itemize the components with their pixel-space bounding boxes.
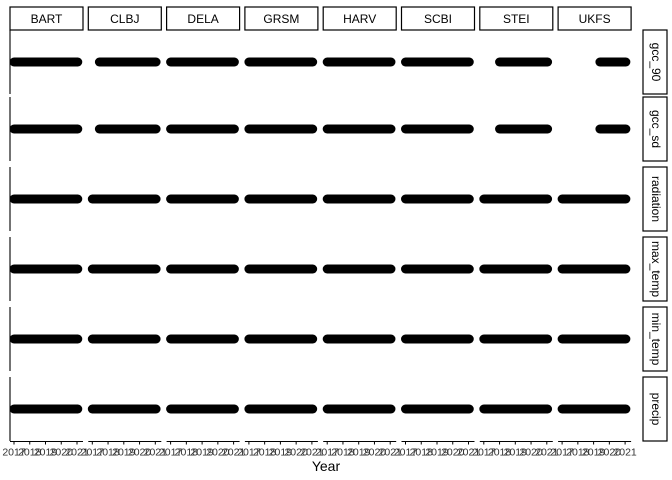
variable-strip xyxy=(642,29,668,95)
x-tick-label: 2017 xyxy=(2,447,26,459)
x-tick-label: 2019 xyxy=(269,447,293,459)
variable-strip-label: precip xyxy=(649,393,663,426)
x-tick-label: 2019 xyxy=(347,447,371,459)
x-tick-label: 2017 xyxy=(394,447,418,459)
x-tick-label: 2017 xyxy=(81,447,105,459)
x-tick-label: 2021 xyxy=(222,447,246,459)
site-strip-label: DELA xyxy=(187,12,218,26)
variable-strip-label: min_temp xyxy=(649,313,663,366)
site-strip xyxy=(400,6,476,31)
site-strip xyxy=(9,6,84,31)
x-tick-label: 2018 xyxy=(175,447,199,459)
variable-strip-label: radiation xyxy=(649,176,663,222)
site-strip-label: STEI xyxy=(503,12,530,26)
x-tick-label: 2020 xyxy=(206,447,230,459)
x-tick-label: 2021 xyxy=(535,447,559,459)
variable-strip xyxy=(642,376,668,442)
variable-strip-label: gcc_sd xyxy=(649,110,663,148)
site-strip-label: CLBJ xyxy=(110,12,139,26)
x-tick-label: 2017 xyxy=(237,447,261,459)
site-strip-label: BART xyxy=(31,12,63,26)
variable-strip-labels: gcc_90 gcc_sd radiation max_temp min_temppre… xyxy=(642,29,668,442)
panel-grid xyxy=(9,30,631,441)
site-strip-labels: BART CLBJ DELA GRSM HARV SCBI STEI UKFS xyxy=(9,6,632,31)
site-strip-label: UKFS xyxy=(579,12,611,26)
x-tick-label: 2017 xyxy=(472,447,496,459)
x-tick-label: 2019 xyxy=(425,447,449,459)
x-tick-label: 2020 xyxy=(598,447,622,459)
x-tick-label: 2019 xyxy=(504,447,528,459)
site-strip-label: HARV xyxy=(343,12,376,26)
variable-strip xyxy=(642,236,668,302)
x-tick-label: 2020 xyxy=(50,447,74,459)
site-strip xyxy=(322,6,397,31)
x-tick-label: 2018 xyxy=(253,447,277,459)
x-tick-label: 2018 xyxy=(410,447,434,459)
x-tick-label: 2021 xyxy=(300,447,324,459)
variable-strip xyxy=(642,166,668,232)
site-strip xyxy=(87,6,162,31)
x-axes: 2017201820192020202120172018201920202021… xyxy=(2,440,637,459)
x-tick-label: 2021 xyxy=(457,447,481,459)
variable-strip xyxy=(642,306,668,372)
x-tick-label: 2020 xyxy=(284,447,308,459)
x-tick-label: 2018 xyxy=(488,447,512,459)
x-tick-label: 2019 xyxy=(112,447,136,459)
x-tick-label: 2021 xyxy=(613,447,637,459)
x-tick-label: 2021 xyxy=(379,447,403,459)
site-strip xyxy=(557,6,632,31)
site-strip-label: GRSM xyxy=(263,12,299,26)
site-strip-label: SCBI xyxy=(424,12,452,26)
variable-strip-label: gcc_90 xyxy=(649,43,663,82)
x-tick-label: 2020 xyxy=(128,447,152,459)
x-tick-label: 2021 xyxy=(144,447,168,459)
x-tick-label: 2020 xyxy=(519,447,543,459)
site-strip xyxy=(479,6,554,31)
site-strip xyxy=(166,6,241,31)
x-tick-label: 2020 xyxy=(363,447,387,459)
x-tick-label: 2017 xyxy=(316,447,340,459)
x-tick-label: 2017 xyxy=(550,447,574,459)
site-strip xyxy=(244,6,319,31)
variable-strip-label: max_temp xyxy=(649,241,663,297)
x-tick-label: 2019 xyxy=(34,447,58,459)
x-tick-label: 2020 xyxy=(441,447,465,459)
x-tick-label: 2018 xyxy=(566,447,590,459)
x-axis-label: Year xyxy=(312,458,341,474)
x-tick-label: 2018 xyxy=(96,447,120,459)
x-tick-label: 2018 xyxy=(18,447,42,459)
x-tick-label: 2021 xyxy=(65,447,89,459)
x-tick-label: 2018 xyxy=(331,447,355,459)
x-tick-label: 2019 xyxy=(190,447,214,459)
x-tick-label: 2017 xyxy=(159,447,183,459)
variable-strip xyxy=(642,96,668,162)
x-tick-label: 2019 xyxy=(582,447,606,459)
